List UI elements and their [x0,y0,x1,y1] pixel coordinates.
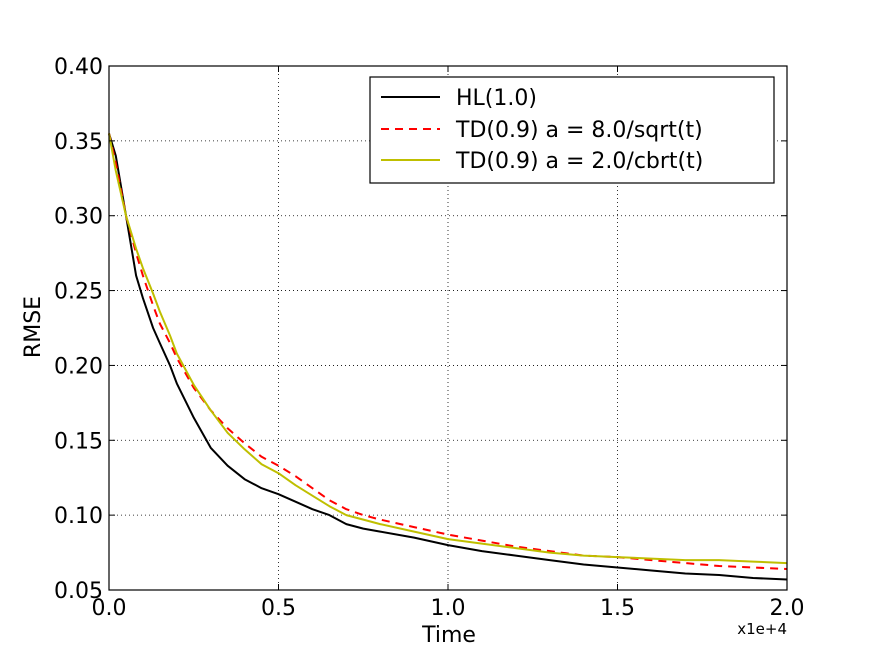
grid [109,66,787,590]
x-tick-label: 1.5 [600,596,635,621]
y-tick-label: 0.35 [54,130,103,155]
x-axis: 0.0 0.5 1.0 1.5 2.0 [92,66,805,621]
x-tick-label: 2.0 [770,596,805,621]
x-tick-label: 1.0 [431,596,466,621]
y-axis: 0.05 0.10 0.15 0.20 0.25 0.30 0.35 0.40 [54,55,787,604]
y-tick-label: 0.15 [54,429,103,454]
series-lines [108,133,788,581]
y-tick-label: 0.30 [54,205,103,230]
x-tick-label: 0.0 [92,596,127,621]
y-tick-label: 0.25 [54,280,103,305]
x-axis-title: Time [421,623,476,648]
y-tick-label: 0.10 [54,504,103,529]
x-tick-label: 0.5 [261,596,296,621]
legend-entry-td-sqrt: TD(0.9) a = 8.0/sqrt(t) [455,118,703,143]
legend: HL(1.0) TD(0.9) a = 8.0/sqrt(t) TD(0.9) … [369,76,775,184]
legend-entry-hl: HL(1.0) [456,86,537,111]
y-axis-title: RMSE [21,296,46,358]
y-tick-label: 0.40 [54,55,103,80]
series-line-hl [108,133,788,581]
legend-entry-td-cbrt: TD(0.9) a = 2.0/cbrt(t) [455,149,703,174]
y-tick-label: 0.05 [54,579,103,604]
y-tick-label: 0.20 [54,354,103,379]
series-line-td-cbrt [108,133,788,565]
x-axis-offset-label: x1e+4 [737,620,787,638]
